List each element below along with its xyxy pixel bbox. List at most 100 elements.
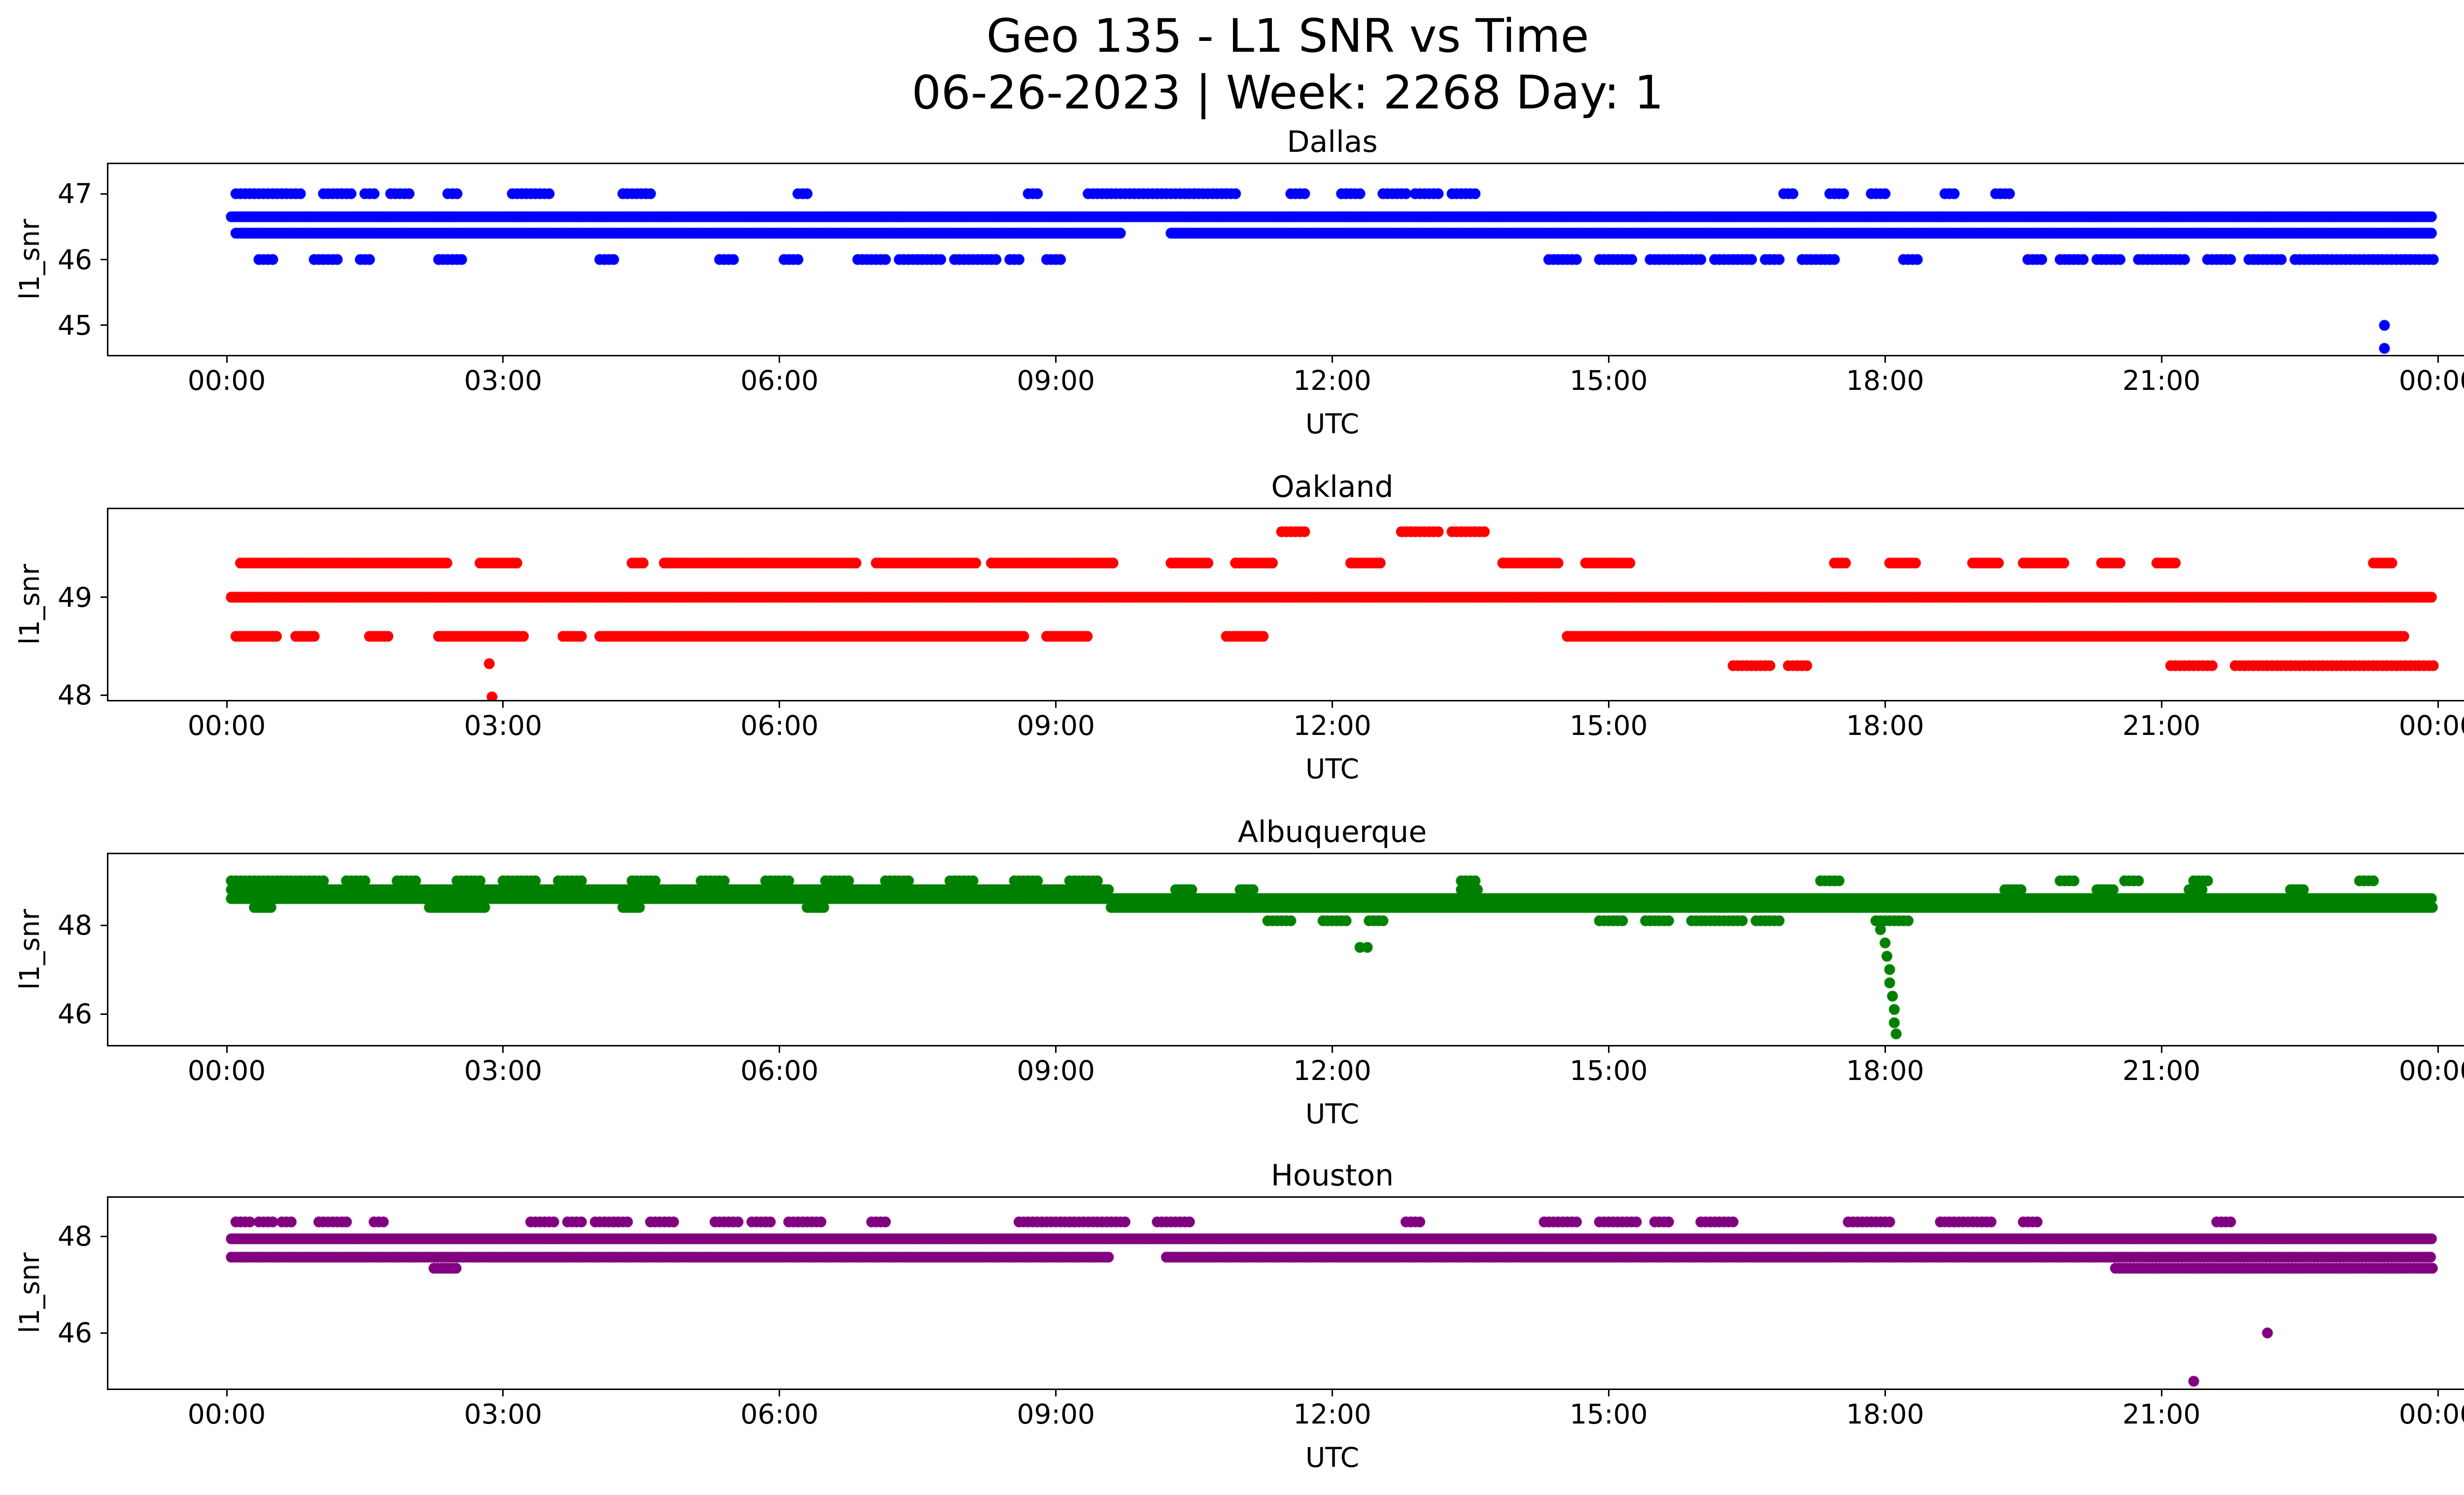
x-tick-label: 00:00 (187, 1055, 266, 1086)
x-tick-label: 18:00 (1846, 1398, 1924, 1430)
x-tick-label: 12:00 (1293, 365, 1371, 396)
subplot-dallas: Dallas l1_snr UTC 00:00 03:00 06:00 09:00 12… (0, 123, 2464, 448)
y-tick-label: 46 (58, 998, 92, 1030)
x-tick-mark (1884, 700, 1886, 708)
x-tick-label: 00:00 (187, 710, 266, 741)
x-tick-label: 18:00 (1846, 710, 1924, 741)
x-tick-label: 12:00 (1293, 1055, 1371, 1086)
subplot-title: Houston (1270, 1158, 1394, 1193)
subplot-albuquerque: Albuquerque l1_snr UTC 00:00 03:00 06:00 09… (0, 813, 2464, 1138)
y-tick-mark (101, 1235, 108, 1237)
subplot-title: Albuquerque (1237, 815, 1427, 849)
y-tick-mark (101, 694, 108, 696)
x-tick-mark (1055, 1045, 1057, 1053)
y-tick-mark (101, 1332, 108, 1334)
x-tick-label: 21:00 (2122, 365, 2201, 396)
x-tick-mark (2437, 355, 2439, 363)
x-axis-label: UTC (1305, 753, 1360, 785)
plot-area (107, 1196, 2464, 1390)
x-tick-label: 03:00 (464, 1055, 543, 1086)
x-tick-mark (1055, 355, 1057, 363)
x-tick-label: 15:00 (1570, 365, 1648, 396)
x-tick-label: 18:00 (1846, 365, 1924, 396)
x-tick-mark (1055, 1389, 1057, 1396)
x-tick-label: 06:00 (740, 710, 819, 741)
x-tick-mark (2160, 355, 2162, 363)
x-tick-label: 03:00 (464, 365, 543, 396)
scatter-canvas (108, 854, 2464, 1045)
x-tick-mark (2160, 1045, 2162, 1053)
x-tick-mark (226, 355, 228, 363)
x-axis-label: UTC (1305, 1442, 1360, 1473)
y-tick-label: 49 (58, 581, 92, 613)
x-tick-mark (1332, 700, 1333, 708)
x-tick-label: 09:00 (1017, 365, 1095, 396)
x-axis-label: UTC (1305, 408, 1360, 440)
x-tick-mark (1884, 1389, 1886, 1396)
subplot-oakland: Oakland l1_snr UTC 00:00 03:00 06:00 09:00 1… (0, 468, 2464, 793)
x-tick-mark (2160, 1389, 2162, 1396)
x-tick-mark (1332, 1045, 1333, 1053)
x-tick-label: 00:00 (2398, 365, 2464, 396)
x-tick-label: 15:00 (1570, 710, 1648, 741)
y-tick-mark (101, 924, 108, 926)
scatter-canvas (108, 1198, 2464, 1389)
x-tick-label: 03:00 (464, 1398, 543, 1430)
plot-area (107, 853, 2464, 1046)
x-tick-label: 21:00 (2122, 1398, 2201, 1430)
x-tick-mark (226, 1045, 228, 1053)
x-tick-label: 18:00 (1846, 1055, 1924, 1086)
x-tick-label: 21:00 (2122, 710, 2201, 741)
x-tick-mark (226, 700, 228, 708)
x-tick-label: 09:00 (1017, 1055, 1095, 1086)
x-tick-mark (502, 355, 504, 363)
x-tick-label: 09:00 (1017, 1398, 1095, 1430)
x-tick-label: 06:00 (740, 1398, 819, 1430)
y-tick-label: 48 (58, 679, 92, 711)
x-tick-mark (2160, 700, 2162, 708)
x-tick-mark (1608, 700, 1609, 708)
x-tick-mark (1884, 355, 1886, 363)
figure-title-line2: 06-26-2023 | Week: 2268 Day: 1 (911, 66, 1664, 120)
y-tick-label: 46 (58, 1317, 92, 1349)
x-tick-label: 06:00 (740, 365, 819, 396)
y-tick-label: 45 (58, 309, 92, 341)
x-tick-label: 15:00 (1570, 1055, 1648, 1086)
figure-title: Geo 135 - L1 SNR vs Time 06-26-2023 | We… (0, 8, 2464, 121)
x-tick-mark (502, 1045, 504, 1053)
x-tick-mark (779, 1045, 781, 1053)
x-tick-label: 00:00 (2398, 1398, 2464, 1430)
x-tick-label: 09:00 (1017, 710, 1095, 741)
figure-title-line1: Geo 135 - L1 SNR vs Time (986, 9, 1589, 63)
x-tick-mark (2437, 1045, 2439, 1053)
y-tick-label: 48 (58, 909, 92, 941)
x-tick-mark (2437, 1389, 2439, 1396)
x-tick-label: 00:00 (187, 1398, 266, 1430)
x-tick-mark (779, 355, 781, 363)
plot-area (107, 508, 2464, 701)
x-tick-label: 15:00 (1570, 1398, 1648, 1430)
x-tick-label: 21:00 (2122, 1055, 2201, 1086)
y-tick-label: 46 (58, 243, 92, 276)
x-tick-mark (226, 1389, 228, 1396)
x-tick-mark (1332, 355, 1333, 363)
subplot-houston: Houston l1_snr UTC 00:00 03:00 06:00 09:00 1… (0, 1156, 2464, 1482)
x-tick-label: 06:00 (740, 1055, 819, 1086)
x-tick-mark (1608, 1389, 1609, 1396)
x-tick-mark (1055, 700, 1057, 708)
y-tick-mark (101, 1013, 108, 1015)
plot-area (107, 163, 2464, 356)
x-tick-label: 03:00 (464, 710, 543, 741)
x-tick-mark (2437, 700, 2439, 708)
x-tick-label: 00:00 (2398, 1055, 2464, 1086)
x-tick-mark (779, 1389, 781, 1396)
x-tick-mark (502, 700, 504, 708)
x-tick-mark (1332, 1389, 1333, 1396)
x-tick-label: 12:00 (1293, 710, 1371, 741)
x-tick-label: 12:00 (1293, 1398, 1371, 1430)
y-tick-label: 48 (58, 1220, 92, 1252)
subplot-title: Dallas (1287, 125, 1378, 159)
x-tick-mark (1608, 1045, 1609, 1053)
scatter-canvas (108, 164, 2464, 355)
